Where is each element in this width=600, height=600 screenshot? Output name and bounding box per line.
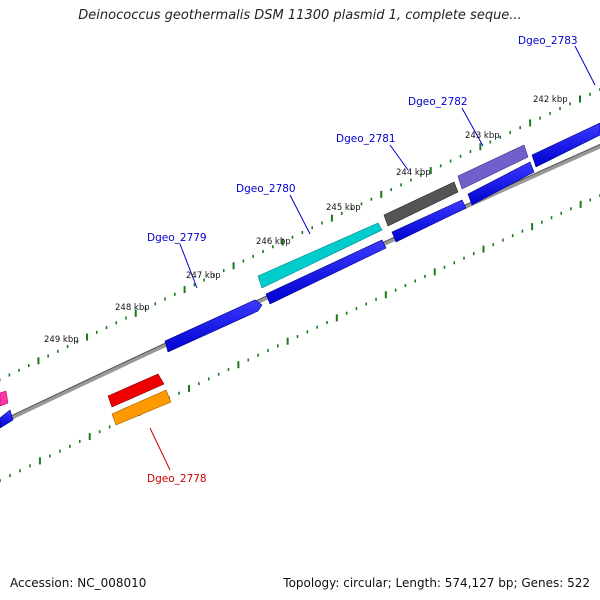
scale-label: 245 kbp [326,203,361,213]
gene-arrow-reverse[interactable] [391,199,467,243]
label-leader-dgeo-2780 [289,194,311,235]
gene-label-dgeo-2778[interactable]: Dgeo_2778 [147,473,207,485]
gene-label-dgeo-2781[interactable]: Dgeo_2781 [336,133,396,145]
scale-label: 243 kbp [465,131,500,141]
gene-arrow-dgeo-2783[interactable] [531,122,600,168]
gene-arrow-dgeo-2781[interactable] [383,181,459,227]
gene-arrow-reverse[interactable] [265,239,387,305]
inner-tick-row [0,194,600,483]
accession-text: Accession: NC_008010 [10,576,147,590]
gene-arrow-dgeo-2778[interactable] [111,389,172,426]
outer-tick-row [0,88,600,382]
gene-label-dgeo-2779[interactable]: Dgeo_2779 [147,232,207,244]
scale-label: 242 kbp [533,95,568,105]
scale-label: 246 kbp [256,237,291,247]
gene-arrow-red[interactable] [107,373,165,408]
genome-summary-text: Topology: circular; Length: 574,127 bp; … [283,576,590,590]
label-leader-dgeo-2779 [179,243,198,289]
scale-label: 244 kbp [396,168,431,178]
scale-label: 247 kbp [186,271,221,281]
gene-arrow-dgeo-2780[interactable] [257,222,383,289]
gene-label-dgeo-2780[interactable]: Dgeo_2780 [236,183,296,195]
gene-label-dgeo-2783[interactable]: Dgeo_2783 [518,35,578,47]
scale-label: 249 kbp [44,335,79,345]
label-leader-dgeo-2778 [149,427,171,471]
gene-arrow-reverse[interactable] [467,161,535,206]
scale-label: 248 kbp [115,303,150,313]
label-leader-dgeo-2782 [461,107,484,147]
gene-arrow-magenta[interactable] [0,390,9,407]
map-title: Deinococcus geothermalis DSM 11300 plasm… [78,8,522,23]
gene-arrow-dgeo-2782[interactable] [457,144,529,190]
gene-label-dgeo-2782[interactable]: Dgeo_2782 [408,96,468,108]
gene-arrow-forward[interactable] [164,299,263,353]
label-leader-dgeo-2783 [574,45,596,86]
gene-arrow-reverse[interactable] [0,409,14,429]
label-leader-dgeo-2781 [389,144,409,171]
